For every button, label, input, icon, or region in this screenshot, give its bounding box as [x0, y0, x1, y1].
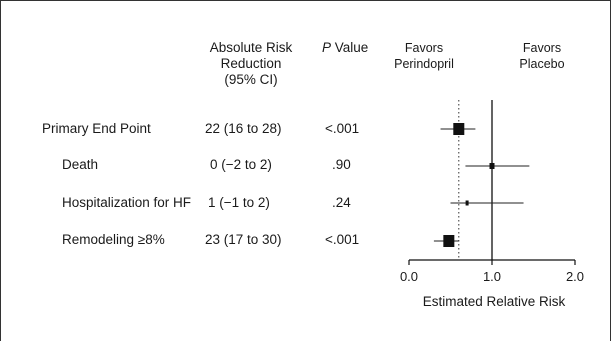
point-estimate-0: [453, 123, 465, 135]
x-tick-label-0: 0.0: [400, 269, 418, 284]
p-value-column-header: P Value: [322, 40, 392, 56]
x-axis-title: Estimated Relative Risk: [423, 294, 566, 309]
row-arr-death: 0 (−2 to 2): [210, 157, 272, 172]
row-arr-primary-end-point: 22 (16 to 28): [205, 121, 282, 136]
favors-right-line-2: Placebo: [519, 57, 565, 71]
favors-left-line-2: Perindopril: [394, 57, 454, 71]
row-arr-hospitalization-for-hf: 1 (−1 to 2): [208, 195, 270, 210]
point-estimate-3: [443, 235, 455, 247]
row-arr-remodeling: 23 (17 to 30): [205, 232, 282, 247]
arr-header-line-3: (95% CI): [224, 72, 278, 87]
point-estimate-1: [489, 163, 495, 169]
arr-header-line-2: Reduction: [220, 56, 282, 71]
row-label-death: Death: [62, 157, 99, 172]
favors-right-header: Favors Placebo: [502, 40, 582, 72]
p-value-header-italic: P: [322, 40, 332, 55]
point-estimate-2: [465, 200, 469, 206]
favors-left-line-1: Favors: [404, 41, 444, 55]
row-p-primary-end-point: <.001: [325, 121, 360, 136]
row-label-hospitalization-for-hf: Hospitalization for HF: [62, 195, 192, 210]
arr-column-header: Absolute Risk Reduction (95% CI): [188, 40, 314, 88]
arr-header-line-1: Absolute Risk: [209, 40, 293, 55]
favors-right-line-1: Favors: [522, 41, 562, 55]
row-p-remodeling: <.001: [325, 232, 360, 247]
row-p-death: .90: [332, 157, 351, 172]
row-label-remodeling: Remodeling ≥8%: [62, 232, 165, 247]
x-tick-label-1: 1.0: [483, 269, 501, 284]
favors-left-header: Favors Perindopril: [378, 40, 470, 72]
row-p-hospitalization-for-hf: .24: [332, 195, 351, 210]
x-tick-label-2: 2.0: [566, 269, 584, 284]
p-value-header-rest: Value: [331, 40, 369, 55]
row-label-primary-end-point: Primary End Point: [42, 121, 151, 136]
